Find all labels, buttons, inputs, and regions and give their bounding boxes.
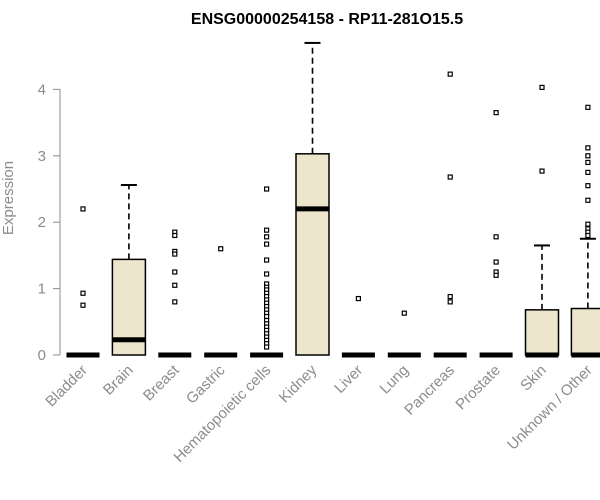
outlier-point — [447, 174, 453, 180]
outlier-point — [264, 344, 270, 350]
boxes-group — [66, 41, 600, 358]
outlier-point — [585, 183, 591, 189]
box-brain — [111, 184, 147, 356]
outlier-point — [585, 145, 591, 151]
outlier-point — [172, 251, 178, 257]
x-tick-label: Kidney — [276, 361, 321, 406]
outlier-point — [585, 104, 591, 110]
outlier-point — [172, 269, 178, 275]
outlier-point — [264, 227, 270, 233]
box-skin — [524, 84, 560, 358]
outlier-point — [585, 159, 591, 166]
box-gastric — [204, 246, 238, 358]
outlier-point — [493, 272, 499, 278]
outlier-point — [447, 71, 453, 77]
outlier-point — [539, 168, 545, 174]
x-tick-label: Pancreas — [401, 362, 458, 419]
outlier-point — [264, 186, 270, 192]
x-tick-label: Brain — [100, 362, 137, 399]
outlier-point — [585, 153, 591, 159]
outlier-point — [447, 299, 453, 305]
outlier-point — [172, 299, 178, 305]
y-tick-label: 0 — [38, 347, 46, 364]
outlier-point — [264, 271, 270, 277]
outlier-point — [264, 257, 270, 263]
outlier-point — [493, 234, 499, 240]
box-rect — [570, 307, 600, 356]
outlier-point — [264, 241, 270, 247]
outlier-point — [218, 246, 224, 252]
x-tick-label: Lung — [377, 362, 413, 398]
outlier-point — [264, 234, 270, 240]
y-tick-label: 3 — [38, 148, 46, 165]
x-tick-label: Gastric — [183, 361, 229, 407]
y-tick-label: 4 — [38, 81, 46, 98]
box-rect — [524, 309, 560, 356]
y-tick-label: 2 — [38, 214, 46, 231]
outlier-point — [585, 197, 591, 203]
outlier-point — [80, 290, 86, 296]
outlier-point — [401, 310, 407, 316]
box-pancreas — [433, 71, 467, 358]
box-breast — [158, 229, 192, 358]
y-tick-label: 1 — [38, 281, 46, 298]
outlier-point — [355, 295, 361, 302]
x-tick-label: Bladder — [42, 362, 91, 411]
x-tick-label: Unknown / Other — [504, 362, 596, 454]
outlier-point — [172, 232, 178, 239]
outlier-point — [493, 259, 499, 265]
outlier-point — [539, 84, 545, 91]
outlier-point — [493, 110, 499, 116]
x-tick-label: Skin — [517, 362, 550, 395]
outlier-point — [80, 206, 86, 212]
box-unknown-other — [570, 104, 600, 358]
y-axis: 0 1 2 3 4 — [38, 81, 61, 364]
box-prostate — [479, 110, 513, 358]
x-tick-label: Breast — [140, 361, 183, 404]
x-tick-label: Prostate — [452, 362, 504, 414]
outlier-point — [585, 232, 591, 239]
outlier-point — [585, 169, 591, 175]
box-liver — [341, 295, 375, 358]
x-tick-label: Liver — [331, 362, 366, 397]
outlier-point — [447, 293, 453, 300]
outlier-point — [172, 282, 178, 288]
outlier-point — [585, 221, 591, 227]
box-lung — [387, 310, 421, 358]
y-axis-label: Expression — [0, 161, 17, 235]
box-hematopoietic-cells — [250, 186, 284, 358]
box-kidney — [295, 41, 330, 356]
box-bladder — [66, 206, 100, 358]
box-rect — [295, 153, 330, 356]
chart-title: ENSG00000254158 - RP11-281O15.5 — [191, 11, 463, 28]
outlier-point — [80, 302, 86, 308]
